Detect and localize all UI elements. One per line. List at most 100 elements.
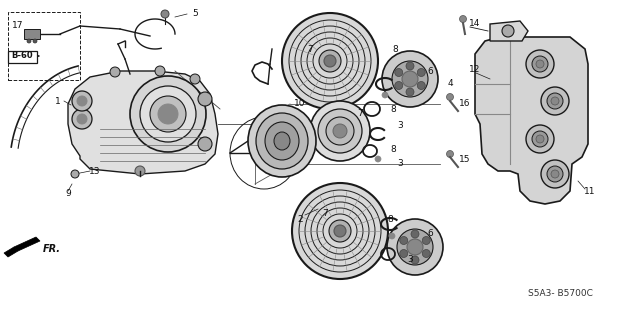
Circle shape [77,96,87,106]
Text: 12: 12 [469,64,481,73]
Ellipse shape [265,122,299,160]
Circle shape [190,74,200,84]
Circle shape [375,156,381,162]
Circle shape [547,166,563,182]
Circle shape [406,62,414,70]
Text: 7: 7 [357,109,363,118]
Circle shape [551,97,559,105]
Text: 8: 8 [392,44,398,54]
Circle shape [422,236,430,244]
Ellipse shape [274,132,290,150]
Text: 9: 9 [65,189,71,198]
Polygon shape [68,71,218,174]
Polygon shape [475,37,588,204]
Circle shape [447,93,454,100]
Text: 7: 7 [322,210,328,219]
Circle shape [502,25,514,37]
Circle shape [292,183,388,279]
Circle shape [541,87,569,115]
Circle shape [282,13,378,109]
Circle shape [406,88,414,96]
FancyBboxPatch shape [8,50,36,63]
Text: 6: 6 [427,66,433,76]
Circle shape [135,166,145,176]
Circle shape [395,69,403,77]
Polygon shape [4,247,18,257]
Circle shape [161,10,169,18]
Circle shape [72,109,92,129]
Circle shape [526,125,554,153]
Ellipse shape [256,113,308,169]
Circle shape [382,92,388,98]
Circle shape [155,66,165,76]
Circle shape [551,170,559,178]
Text: 13: 13 [89,167,100,175]
Circle shape [407,239,423,255]
Circle shape [310,101,370,161]
Circle shape [198,137,212,151]
Text: 4: 4 [447,79,453,88]
Circle shape [400,236,408,244]
Circle shape [77,114,87,124]
Circle shape [397,229,433,265]
Text: 3: 3 [397,122,403,130]
Circle shape [395,81,403,90]
Circle shape [536,135,544,143]
Circle shape [318,109,362,153]
Ellipse shape [248,105,316,177]
Circle shape [140,86,196,142]
Circle shape [71,170,79,178]
Circle shape [402,71,418,87]
Circle shape [526,50,554,78]
Circle shape [382,51,438,107]
Circle shape [532,56,548,72]
Text: FR.: FR. [43,244,61,254]
Text: 8: 8 [390,105,396,114]
Text: 16: 16 [460,100,471,108]
Circle shape [392,61,428,97]
Circle shape [387,219,443,275]
Text: 1: 1 [55,97,61,106]
Circle shape [422,249,430,257]
Circle shape [130,76,206,152]
Text: S5A3- B5700C: S5A3- B5700C [527,290,593,299]
Text: B-60: B-60 [11,51,33,61]
Circle shape [72,91,92,111]
Circle shape [532,131,548,147]
Circle shape [326,117,354,145]
Circle shape [150,96,186,132]
Text: 11: 11 [584,187,596,196]
Circle shape [198,92,212,106]
Text: 10: 10 [294,100,306,108]
Bar [8,12,80,80]
Circle shape [541,160,569,188]
Circle shape [110,67,120,77]
Text: 7: 7 [307,44,313,54]
Polygon shape [24,29,40,39]
Circle shape [324,55,336,67]
Text: 2: 2 [297,214,303,224]
Circle shape [319,50,341,72]
Circle shape [329,220,351,242]
Circle shape [536,60,544,68]
Circle shape [460,16,467,23]
Circle shape [447,151,454,158]
Circle shape [389,233,395,239]
Circle shape [411,256,419,264]
Text: 6: 6 [427,229,433,239]
Circle shape [547,93,563,109]
Polygon shape [490,21,528,41]
Circle shape [334,225,346,237]
Text: 3: 3 [397,160,403,168]
Circle shape [33,39,37,43]
Text: 14: 14 [469,19,481,28]
Circle shape [417,69,425,77]
Polygon shape [14,237,40,251]
Text: 3: 3 [407,255,413,263]
Text: 17: 17 [12,21,24,31]
Circle shape [333,124,347,138]
Circle shape [158,104,178,124]
Text: 5: 5 [192,10,198,19]
Circle shape [417,81,425,90]
Text: 8: 8 [390,145,396,153]
